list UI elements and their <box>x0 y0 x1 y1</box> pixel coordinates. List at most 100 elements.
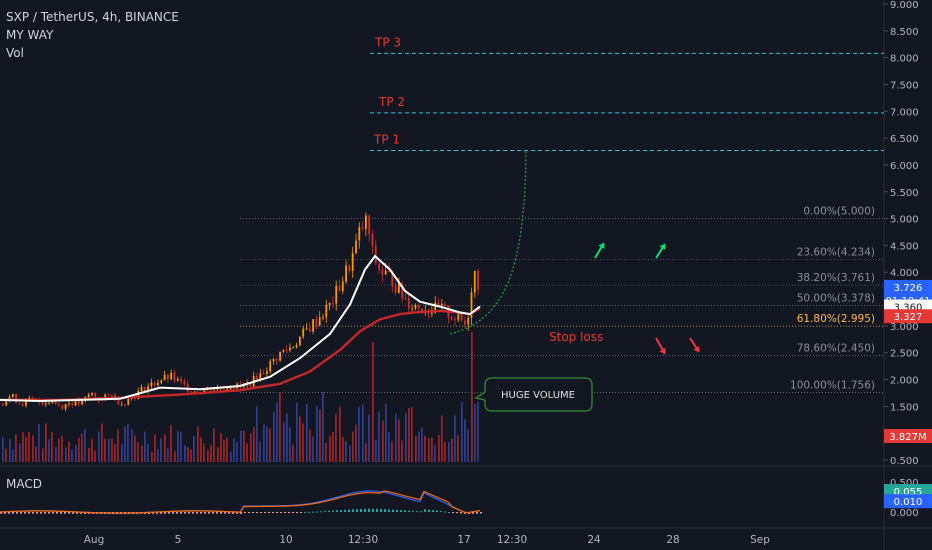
volume-bar <box>84 429 86 462</box>
macd-histogram-bar <box>284 512 286 513</box>
volume-bar <box>9 438 11 462</box>
macd-histogram-bar <box>312 511 314 513</box>
volume-bar <box>391 441 393 462</box>
time-tick-label-5: 12:30 <box>497 534 527 546</box>
macd-histogram-bar <box>8 512 10 514</box>
volume-bar <box>385 403 387 462</box>
candle <box>130 397 133 399</box>
volume-bar <box>207 450 209 462</box>
fib-label-1: 23.60%(4.234) <box>797 247 875 259</box>
volume-bar <box>444 441 446 462</box>
volume-bar <box>329 435 331 462</box>
price-axis[interactable] <box>884 0 932 550</box>
volume-bar <box>147 443 149 462</box>
candle <box>404 297 407 299</box>
indicator-label[interactable]: MY WAY <box>6 28 54 42</box>
volume-bar <box>78 437 80 462</box>
volume-bar <box>441 415 443 462</box>
volume-bar <box>236 441 238 462</box>
macd-histogram-bar <box>372 508 374 512</box>
macd-histogram-bar <box>340 510 342 512</box>
macd-pane[interactable] <box>0 466 884 528</box>
volume-bar <box>114 444 116 462</box>
badge-vol <box>884 429 932 443</box>
macd-histogram-bar <box>160 512 162 514</box>
volume-bar <box>372 342 374 462</box>
candle <box>140 386 143 391</box>
price-tick-label: 7.000 <box>890 107 919 118</box>
volume-bar <box>187 446 189 462</box>
macd-histogram-bar <box>240 512 242 514</box>
badge-macd1-text: 0.055 <box>894 487 923 498</box>
huge-volume-callout[interactable]: HUGE VOLUME <box>474 377 593 412</box>
macd-histogram-bar <box>392 509 394 512</box>
volume-bar <box>448 441 450 462</box>
candle <box>388 270 390 272</box>
volume-bar <box>325 443 327 462</box>
candle <box>378 263 380 270</box>
macd-histogram-bar <box>152 512 154 514</box>
volume-bar <box>217 447 219 462</box>
callout-text: HUGE VOLUME <box>501 390 575 401</box>
candle <box>219 387 222 390</box>
volume-bar <box>151 451 153 462</box>
candle <box>407 297 410 309</box>
volume-bar <box>200 437 202 462</box>
macd-histogram-bar <box>156 512 158 514</box>
macd-histogram-bar <box>248 512 250 513</box>
symbol-title[interactable]: SXP / TetherUS, 4h, BINANCE <box>6 10 179 24</box>
candle <box>124 404 126 406</box>
candle <box>64 404 67 409</box>
volume-bar <box>345 441 347 462</box>
macd-histogram-bar <box>408 510 410 512</box>
candle <box>77 399 80 405</box>
candle <box>183 381 186 384</box>
candle <box>269 361 272 372</box>
macd-histogram-bar <box>304 511 306 513</box>
candle <box>398 283 400 293</box>
volume-bar <box>170 425 172 462</box>
candle <box>110 394 113 399</box>
price-tick-label: 0.500 <box>890 456 919 467</box>
macd-histogram-bar <box>464 512 466 514</box>
fib-label-4: 61.80%(2.995) <box>797 313 875 325</box>
macd-histogram-bar <box>16 512 18 514</box>
macd-histogram-bar <box>60 512 62 514</box>
macd-histogram-bar <box>164 512 166 514</box>
volume-bar <box>342 436 344 462</box>
macd-histogram-bar <box>36 512 38 514</box>
candle <box>127 398 130 405</box>
volume-label[interactable]: Vol <box>6 46 24 60</box>
volume-bar <box>193 435 195 462</box>
volume-bar <box>246 443 248 462</box>
projection-curve[interactable] <box>449 149 527 335</box>
volume-bar <box>22 432 24 462</box>
macd-histogram-bar <box>452 512 454 513</box>
volume-bar <box>477 402 479 462</box>
macd-histogram-bar <box>244 512 246 513</box>
badge-last-text: 3.726 <box>894 283 923 294</box>
candle <box>302 328 305 337</box>
candle <box>147 386 149 392</box>
fibonacci-retracement[interactable]: 0.00%(5.000) 23.60%(4.234) 38.20%(3.761) 50… <box>240 206 884 393</box>
volume-bar <box>332 432 334 462</box>
macd-label[interactable]: MACD <box>6 477 42 491</box>
candle <box>259 373 262 382</box>
candle <box>266 371 268 374</box>
volume-bar <box>223 439 225 462</box>
volume-bar <box>457 435 459 462</box>
volume-bar <box>474 404 476 462</box>
volume-bar <box>289 427 291 462</box>
volume-bar <box>365 443 367 462</box>
macd-histogram-bar <box>328 510 330 512</box>
macd-histogram-bar <box>268 512 270 513</box>
macd-tick-label: 0.000 <box>890 508 919 519</box>
macd-histogram-bar <box>476 512 478 514</box>
take-profit-levels[interactable]: TP 3 TP 2 TP 1 <box>370 35 884 151</box>
candle <box>31 397 34 399</box>
direction-arrows[interactable] <box>594 242 700 355</box>
candle <box>58 404 60 406</box>
volume-bar <box>42 448 44 462</box>
